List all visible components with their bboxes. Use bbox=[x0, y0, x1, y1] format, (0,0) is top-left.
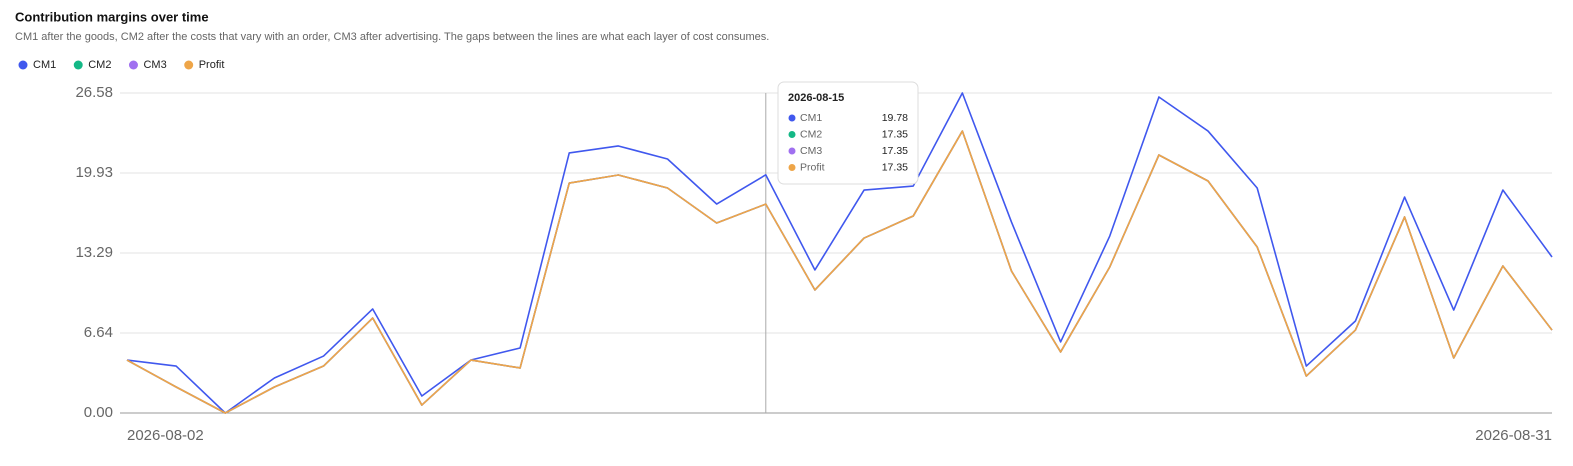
tooltip-title: 2026-08-15 bbox=[788, 92, 844, 104]
tooltip-value: 17.35 bbox=[882, 128, 908, 140]
series-line bbox=[126, 130, 1553, 414]
tooltip-marker bbox=[788, 131, 796, 138]
chart-subtitle: CM1 after the goods, CM2 after the costs… bbox=[15, 31, 769, 43]
y-tick-label: 6.64 bbox=[84, 324, 113, 341]
tooltip-value: 17.35 bbox=[882, 145, 908, 157]
legend-label: CM2 bbox=[88, 59, 111, 71]
y-tick-label: 19.93 bbox=[75, 164, 113, 181]
tooltip-label: CM1 bbox=[800, 112, 822, 124]
tooltip-marker bbox=[788, 147, 796, 155]
legend-marker[interactable] bbox=[128, 60, 138, 70]
tooltip-box bbox=[777, 81, 919, 185]
y-tick-label: 13.29 bbox=[75, 244, 113, 261]
tooltip-label: CM2 bbox=[800, 128, 822, 140]
legend-label: Profit bbox=[199, 59, 225, 71]
tooltip-value: 19.78 bbox=[882, 112, 908, 124]
x-tick-label: 2026-08-02 bbox=[127, 427, 204, 444]
legend-marker[interactable] bbox=[184, 60, 194, 70]
legend-marker[interactable] bbox=[18, 60, 28, 70]
legend-label: CM1 bbox=[33, 59, 56, 71]
tooltip-value: 17.35 bbox=[882, 161, 908, 173]
tooltip-marker bbox=[788, 164, 796, 171]
y-tick-label: 0.00 bbox=[84, 404, 113, 421]
y-tick-label: 26.58 bbox=[75, 84, 113, 101]
legend-marker[interactable] bbox=[73, 60, 83, 70]
tooltip-label: CM3 bbox=[800, 145, 822, 157]
legend-label: CM3 bbox=[143, 59, 166, 71]
series-line bbox=[126, 92, 1553, 414]
tooltip-label: Profit bbox=[800, 161, 825, 173]
tooltip-marker bbox=[788, 114, 796, 122]
x-tick-label: 2026-08-31 bbox=[1475, 427, 1552, 444]
chart-title: Contribution margins over time bbox=[15, 9, 209, 24]
